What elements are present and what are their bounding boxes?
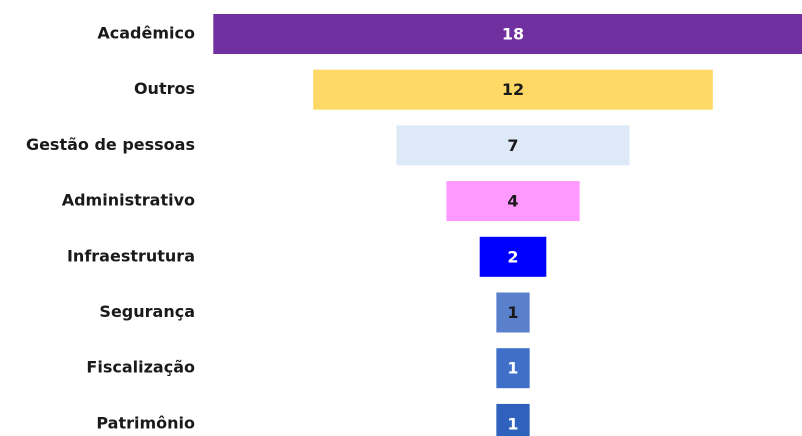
value-label: 1: [507, 303, 518, 322]
value-label: 4: [507, 192, 518, 211]
category-label: Segurança: [99, 302, 195, 321]
value-label: 7: [507, 136, 518, 155]
category-label: Fiscalização: [86, 358, 195, 377]
funnel-bar: [213, 14, 802, 54]
category-label: Gestão de pessoas: [26, 135, 195, 154]
category-label: Outros: [134, 79, 195, 98]
value-label: 18: [502, 25, 524, 44]
category-label: Patrimônio: [96, 413, 195, 432]
category-label: Acadêmico: [97, 24, 195, 43]
funnel-bar: [313, 69, 713, 110]
value-label: 2: [507, 247, 518, 266]
value-label: 1: [507, 414, 518, 433]
category-label: Administrativo: [62, 191, 195, 210]
funnel-bar: [496, 403, 530, 436]
value-label: 1: [507, 359, 518, 378]
funnel-bar: [396, 125, 630, 166]
funnel-bar: [446, 181, 580, 222]
funnel-bar: [479, 236, 547, 277]
category-label: Infraestrutura: [67, 246, 195, 265]
value-label: 12: [502, 80, 524, 99]
funnel-bar: [496, 348, 530, 389]
funnel-bar: [496, 292, 530, 333]
